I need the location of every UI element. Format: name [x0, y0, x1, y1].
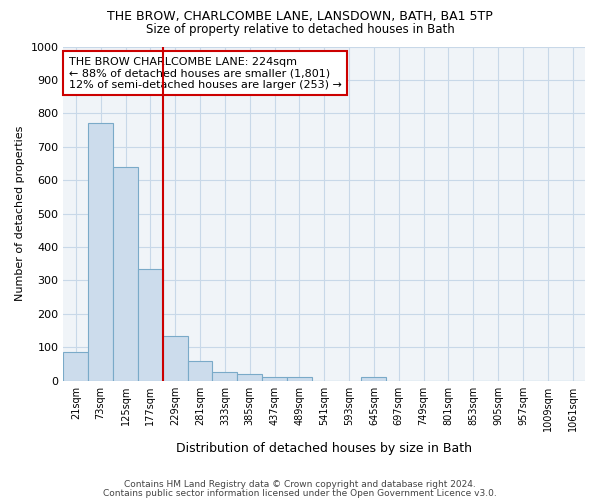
Text: Contains public sector information licensed under the Open Government Licence v3: Contains public sector information licen…	[103, 488, 497, 498]
Bar	[138, 269, 163, 381]
Y-axis label: Number of detached properties: Number of detached properties	[15, 126, 25, 302]
Text: THE BROW CHARLCOMBE LANE: 224sqm
← 88% of detached houses are smaller (1,801)
12: THE BROW CHARLCOMBE LANE: 224sqm ← 88% o…	[68, 56, 341, 90]
Bar	[237, 374, 262, 381]
Text: Size of property relative to detached houses in Bath: Size of property relative to detached ho…	[146, 22, 454, 36]
Bar	[113, 167, 138, 381]
X-axis label: Distribution of detached houses by size in Bath: Distribution of detached houses by size …	[176, 442, 472, 455]
Bar	[64, 352, 88, 381]
Bar	[163, 336, 188, 381]
Bar	[361, 378, 386, 381]
Bar	[88, 124, 113, 381]
Bar	[262, 378, 287, 381]
Bar	[212, 372, 237, 381]
Text: Contains HM Land Registry data © Crown copyright and database right 2024.: Contains HM Land Registry data © Crown c…	[124, 480, 476, 489]
Text: THE BROW, CHARLCOMBE LANE, LANSDOWN, BATH, BA1 5TP: THE BROW, CHARLCOMBE LANE, LANSDOWN, BAT…	[107, 10, 493, 23]
Bar	[287, 378, 312, 381]
Bar	[188, 360, 212, 381]
